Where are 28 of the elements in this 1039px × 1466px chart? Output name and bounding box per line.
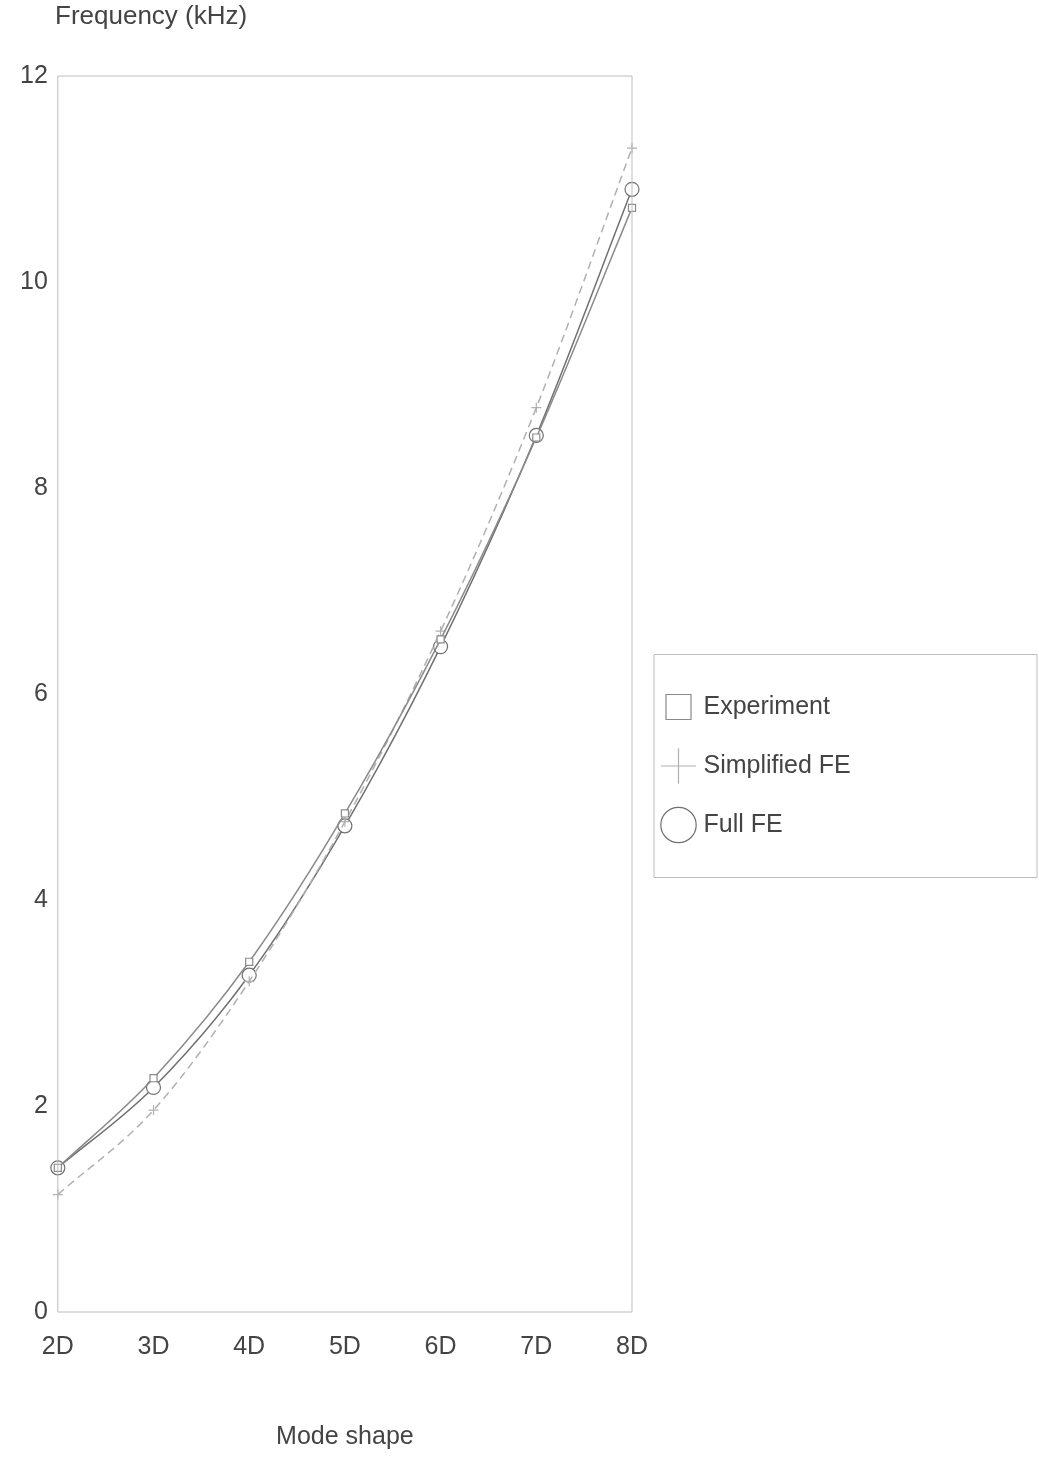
x-tick-label: 7D (520, 1330, 553, 1359)
point (435, 625, 447, 637)
point (530, 402, 542, 414)
y-tick-label: 2 (33, 1089, 48, 1118)
point (149, 1074, 158, 1083)
y-tick-label: 4 (33, 883, 48, 912)
x-tick-label: 3D (137, 1330, 170, 1359)
point (245, 957, 254, 966)
y-tick-label: 6 (33, 677, 48, 706)
point (436, 635, 445, 644)
y-tick-label: 12 (20, 59, 48, 88)
y-tick-label: 0 (33, 1295, 48, 1324)
y-tick-label: 10 (20, 265, 48, 294)
point (339, 816, 351, 828)
legend-label: Full FE (703, 808, 783, 837)
x-axis-title: Mode shape (276, 1420, 414, 1449)
legend-label: Experiment (703, 690, 830, 719)
point (243, 975, 255, 987)
x-tick-label: 8D (616, 1330, 648, 1359)
x-tick-label: 5D (328, 1330, 361, 1359)
y-axis-title: Frequency (kHz) (55, 0, 248, 31)
x-tick-label: 4D (233, 1330, 266, 1359)
point (340, 809, 350, 818)
x-tick-label: 6D (424, 1330, 457, 1359)
point (147, 1104, 160, 1116)
x-tick-label: 2D (41, 1330, 74, 1359)
legend-label: Simplified FE (703, 749, 851, 778)
y-tick-label: 8 (33, 471, 48, 500)
